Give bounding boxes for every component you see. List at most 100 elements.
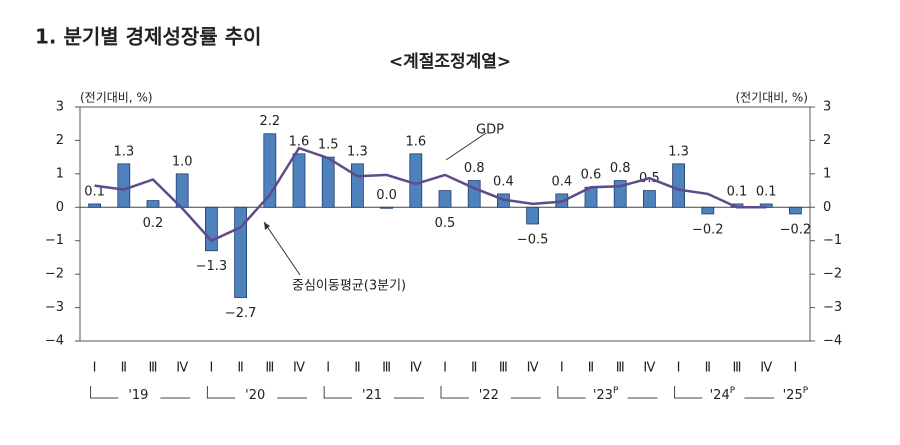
value-label: 1.3 bbox=[668, 144, 689, 159]
x-group-bracket bbox=[323, 386, 424, 399]
bar bbox=[643, 190, 656, 208]
value-label: 0.2 bbox=[143, 216, 164, 231]
x-tick-label: Ⅳ bbox=[176, 361, 188, 376]
y2-tick-label: −2 bbox=[823, 267, 842, 282]
bar bbox=[380, 206, 394, 209]
y2-tick-label: 3 bbox=[823, 100, 831, 115]
x-tick-label: Ⅲ bbox=[616, 361, 625, 376]
x-group-label: '24P bbox=[710, 386, 736, 403]
x-group-label: '23P bbox=[593, 386, 619, 403]
y-tick-label: 3 bbox=[56, 100, 64, 115]
y2-tick-label: 2 bbox=[823, 133, 831, 148]
x-tick-label: Ⅳ bbox=[760, 361, 772, 376]
bar bbox=[88, 203, 101, 208]
x-group-mark: P bbox=[613, 386, 619, 396]
x-group-bracket bbox=[674, 386, 775, 399]
chart-subtitle: <계절조정계열> bbox=[389, 51, 511, 72]
bar bbox=[701, 206, 715, 215]
value-label: −2.7 bbox=[225, 306, 257, 321]
value-label: 0.6 bbox=[581, 168, 602, 183]
x-tick-label: Ⅰ bbox=[793, 361, 797, 376]
x-tick-label: Ⅱ bbox=[705, 361, 711, 376]
x-tick-label: Ⅰ bbox=[677, 361, 681, 376]
annotation: GDP bbox=[476, 123, 504, 138]
bar bbox=[672, 163, 685, 208]
x-group-mark: P bbox=[730, 386, 736, 396]
value-label: 0.8 bbox=[464, 161, 485, 176]
value-label: 1.5 bbox=[318, 138, 339, 153]
value-label: −0.2 bbox=[780, 222, 812, 237]
x-tick-label: Ⅱ bbox=[588, 361, 594, 376]
annotation-arrow bbox=[263, 221, 301, 276]
value-label: 0.1 bbox=[727, 184, 748, 199]
value-label: 1.6 bbox=[289, 134, 310, 149]
x-tick-label: Ⅰ bbox=[443, 361, 447, 376]
bar bbox=[789, 206, 802, 215]
x-group-bracket bbox=[557, 386, 658, 399]
x-tick-label: Ⅳ bbox=[527, 361, 539, 376]
x-group-year: '24 bbox=[710, 388, 730, 403]
value-label: 0.1 bbox=[84, 184, 105, 199]
y-tick-label: 2 bbox=[56, 133, 64, 148]
y-tick-label: 1 bbox=[56, 166, 64, 181]
x-group-year: '22 bbox=[479, 388, 499, 403]
value-label: 1.3 bbox=[113, 144, 134, 159]
x-group-bracket bbox=[440, 386, 541, 399]
y2-axis-label: (전기대비, %) bbox=[735, 91, 808, 105]
x-tick-label: Ⅰ bbox=[209, 361, 213, 376]
y2-tick-label: 0 bbox=[823, 200, 831, 215]
value-label: 0.5 bbox=[435, 216, 456, 231]
bar bbox=[175, 173, 189, 208]
x-tick-label: Ⅲ bbox=[733, 361, 742, 376]
annotation-arrow bbox=[445, 132, 487, 161]
y2-tick-label: −4 bbox=[823, 334, 842, 349]
x-group-bracket bbox=[206, 386, 307, 399]
y-tick-label: 0 bbox=[56, 200, 64, 215]
y-axis-label: (전기대비, %) bbox=[80, 91, 153, 105]
x-tick-label: Ⅲ bbox=[499, 361, 508, 376]
bar bbox=[438, 190, 452, 208]
x-group-bracket bbox=[90, 386, 191, 399]
value-label: 0.1 bbox=[756, 184, 777, 199]
value-label: 0.8 bbox=[610, 161, 631, 176]
x-group-label: '25P bbox=[783, 386, 809, 403]
x-group-year: '20 bbox=[245, 388, 265, 403]
value-label: 2.2 bbox=[259, 114, 280, 129]
x-tick-label: Ⅱ bbox=[237, 361, 243, 376]
bar bbox=[146, 200, 160, 208]
annotation: 중심이동평균(3분기) bbox=[292, 279, 406, 294]
x-group-year: '25 bbox=[783, 388, 803, 403]
chart-title: 1. 분기별 경제성장률 추이 bbox=[35, 25, 261, 49]
bar bbox=[321, 156, 335, 208]
x-group-label: '19 bbox=[128, 388, 148, 403]
bar bbox=[409, 153, 423, 208]
y2-tick-label: −1 bbox=[823, 233, 842, 248]
x-group-label: '21 bbox=[362, 388, 382, 403]
x-tick-label: Ⅳ bbox=[410, 361, 422, 376]
y-tick-label: −2 bbox=[45, 267, 64, 282]
value-label: 1.6 bbox=[405, 134, 426, 149]
x-tick-label: Ⅱ bbox=[354, 361, 360, 376]
x-group-year: '21 bbox=[362, 388, 382, 403]
x-group-mark: P bbox=[803, 386, 809, 396]
x-group-year: '23 bbox=[593, 388, 613, 403]
bar bbox=[467, 180, 481, 208]
value-label: 1.3 bbox=[347, 144, 368, 159]
bar bbox=[292, 153, 306, 208]
value-label: 0.0 bbox=[376, 188, 397, 203]
value-label: 1.0 bbox=[172, 154, 193, 169]
moving-average-line bbox=[94, 146, 767, 243]
y-tick-label: −1 bbox=[45, 233, 64, 248]
plot-frame bbox=[79, 106, 811, 342]
x-group-label: '20 bbox=[245, 388, 265, 403]
value-label: 0.4 bbox=[551, 174, 572, 189]
x-tick-label: Ⅳ bbox=[293, 361, 305, 376]
value-label: −1.3 bbox=[196, 259, 228, 274]
x-group-label: '22 bbox=[479, 388, 499, 403]
x-tick-label: Ⅳ bbox=[643, 361, 655, 376]
y-tick-label: −3 bbox=[45, 300, 64, 315]
value-label: 0.4 bbox=[493, 174, 514, 189]
arrow-head bbox=[264, 222, 270, 230]
x-tick-label: Ⅰ bbox=[93, 361, 97, 376]
